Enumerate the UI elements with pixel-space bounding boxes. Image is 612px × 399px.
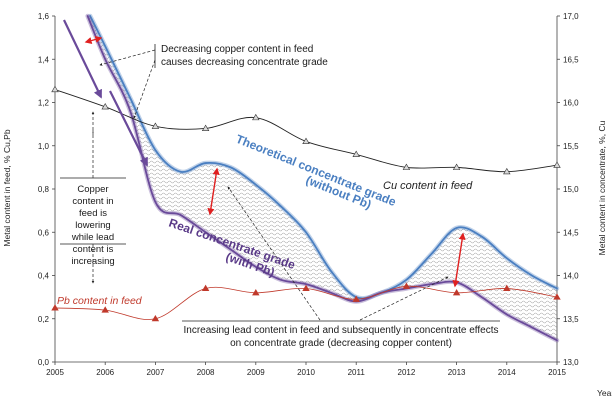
cu-point xyxy=(452,163,461,170)
top-annotation-line-2: causes decreasing concentrate grade xyxy=(161,57,328,68)
left-y-axis-title: Metal content in feed, % Cu,Pb xyxy=(2,129,12,246)
left-annotation-line-7: increasing xyxy=(71,256,114,267)
real-grade-line xyxy=(86,15,558,342)
top-annotation: Decreasing copper content in feed causes… xyxy=(99,44,328,119)
bottom-annotation-line-2: on concentrate grade (decreasing copper … xyxy=(230,338,452,349)
x-tick-label: 2007 xyxy=(147,368,165,377)
y2-tick-label: 16,0 xyxy=(563,99,579,108)
x-tick-label: 2006 xyxy=(96,368,114,377)
y-tick-label: 1,6 xyxy=(38,12,50,21)
decline-arrow-2 xyxy=(109,90,148,167)
x-tick-label: 2008 xyxy=(197,368,215,377)
x-tick-label: 2015 xyxy=(548,368,566,377)
gap-arrow-2006 xyxy=(84,36,103,44)
pb-point xyxy=(402,282,411,289)
cu-point xyxy=(201,124,210,131)
top-annotation-line-1: Decreasing copper content in feed xyxy=(161,44,313,55)
x-tick-label: 2005 xyxy=(46,368,64,377)
bottom-annotation: Increasing lead content in feed and subs… xyxy=(182,186,500,350)
decline-arrow-1 xyxy=(63,19,102,99)
left-annotation-line-6: content is xyxy=(73,244,114,255)
right-y-axis-title: Metal content in concentrate, %, Cu xyxy=(597,120,607,255)
grade-gap-band xyxy=(87,16,557,341)
y2-tick-label: 16,5 xyxy=(563,55,579,64)
cu-point xyxy=(402,163,411,170)
cu-point xyxy=(352,150,360,157)
pb-point xyxy=(252,289,260,296)
y2-tick-label: 17,0 xyxy=(563,12,579,21)
right-y-tick-labels: 13,0 13,5 14,0 14,5 15,0 15,5 16,0 16,5 17,0 xyxy=(557,12,579,367)
theoretical-grade-line xyxy=(89,15,558,300)
cu-point xyxy=(302,137,310,144)
y2-tick-label: 13,5 xyxy=(563,315,579,324)
y2-tick-label: 14,0 xyxy=(563,272,579,281)
left-annotation-line-4: lowering xyxy=(75,220,110,231)
cu-point xyxy=(553,161,561,168)
pb-point xyxy=(302,284,310,292)
cu-point xyxy=(51,85,59,93)
x-axis-title: Year xyxy=(597,388,612,398)
left-annotation-line-2: content in xyxy=(72,196,113,207)
pb-point xyxy=(503,284,511,292)
y-tick-label: 0,0 xyxy=(38,358,50,367)
y-tick-label: 0,6 xyxy=(38,228,50,237)
y2-tick-label: 15,0 xyxy=(563,185,579,194)
left-y-tick-labels: 0,0 0,2 0,4 0,6 0,8 1,0 1,2 1,4 1,6 xyxy=(38,12,55,367)
left-annotation-line-1: Copper xyxy=(77,184,108,195)
x-tick-label: 2013 xyxy=(448,368,466,377)
x-tick-label: 2012 xyxy=(398,368,416,377)
left-annotation-line-3: feed is xyxy=(79,208,107,219)
pb-point xyxy=(352,295,360,302)
cu-point xyxy=(503,167,511,175)
y-tick-label: 1,4 xyxy=(38,55,50,64)
y-tick-label: 0,4 xyxy=(38,272,50,281)
pb-point xyxy=(201,284,210,292)
y-tick-label: 1,0 xyxy=(38,142,50,151)
bottom-annotation-line-1: Increasing lead content in feed and subs… xyxy=(183,325,498,336)
y2-tick-label: 13,0 xyxy=(563,358,579,367)
grade-gap-area xyxy=(87,16,557,341)
pb-point xyxy=(151,314,160,322)
x-tick-label: 2009 xyxy=(247,368,265,377)
y2-tick-label: 14,5 xyxy=(563,228,579,237)
left-annotation-line-5: while lead xyxy=(71,232,114,243)
y2-tick-label: 15,5 xyxy=(563,142,579,151)
y-tick-label: 0,8 xyxy=(38,185,50,194)
gap-arrow-2013 xyxy=(452,232,466,288)
gap-arrow-2008 xyxy=(207,167,220,216)
pb-series-label: Pb content in feed xyxy=(57,295,143,307)
cu-point xyxy=(101,103,109,110)
series-layer xyxy=(51,13,561,343)
x-tick-label: 2010 xyxy=(297,368,315,377)
pb-point xyxy=(101,306,109,313)
cu-series-label: Cu content in feed xyxy=(383,180,473,192)
left-annotation: Copper content in feed is lowering while… xyxy=(60,111,126,284)
pb-point xyxy=(51,304,59,311)
pb-point xyxy=(553,293,561,300)
x-tick-label: 2011 xyxy=(348,368,366,377)
y-tick-label: 0,2 xyxy=(38,315,50,324)
pb-point xyxy=(452,289,461,296)
x-tick-labels: 2005 2006 2007 2008 2009 2010 2011 2012 2013 2014… xyxy=(46,362,566,377)
cu-point xyxy=(151,122,160,129)
y-tick-label: 1,2 xyxy=(38,99,50,108)
x-tick-label: 2014 xyxy=(498,368,516,377)
cu-point xyxy=(252,113,260,121)
